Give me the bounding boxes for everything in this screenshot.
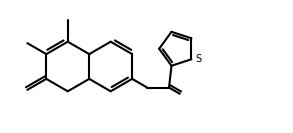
Text: S: S bbox=[195, 54, 201, 64]
